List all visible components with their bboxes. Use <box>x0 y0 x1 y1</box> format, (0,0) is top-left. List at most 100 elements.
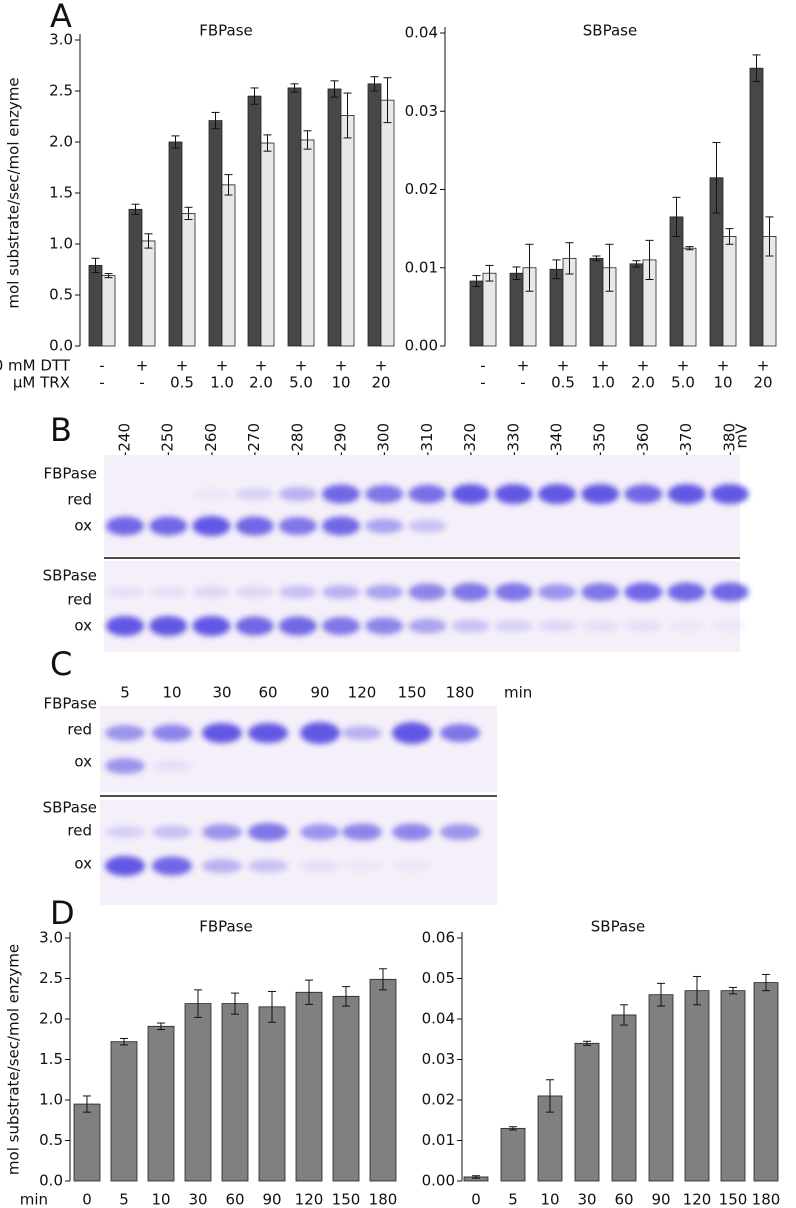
x-tick-label: 0 <box>82 1191 92 1208</box>
x-tick-label: + <box>597 357 610 375</box>
lane-label: 150 <box>398 684 427 702</box>
gel-band <box>494 620 533 632</box>
y-tick-label: 2.0 <box>39 1010 63 1028</box>
error-bar <box>250 87 259 105</box>
gel-band <box>192 586 231 598</box>
lane-label: 120 <box>348 684 377 702</box>
bar <box>141 240 156 347</box>
gel-band <box>365 584 404 600</box>
gel-band <box>152 825 192 839</box>
lane-label: -330 <box>504 423 522 457</box>
x-tick-label: 90 <box>651 1191 670 1208</box>
x-tick-label: - <box>480 374 485 392</box>
gel-band <box>322 484 360 504</box>
x-tick-label: 0.5 <box>551 374 575 392</box>
y-tick-label: 3.0 <box>49 31 73 49</box>
y-tick-label: 0.05 <box>422 969 455 987</box>
lane-label: -380 <box>720 423 738 457</box>
error-bar <box>645 239 654 280</box>
band-label: red <box>67 721 92 739</box>
gel-band <box>248 723 288 743</box>
y-tick-label: 0.0 <box>39 1172 63 1190</box>
y-tick-label: 1.5 <box>49 184 73 202</box>
bar <box>509 272 524 347</box>
x-tick-label: 5 <box>119 1191 129 1208</box>
error-bar <box>729 986 737 995</box>
x-tick-label: 60 <box>614 1191 633 1208</box>
error-bar <box>120 1037 128 1046</box>
x-tick-label: + <box>557 357 570 375</box>
x-tick-label: 10 <box>540 1191 559 1208</box>
gel-band <box>235 616 274 636</box>
y-tick-label: 2.0 <box>49 133 73 151</box>
error-bar <box>263 134 272 152</box>
gel-band <box>278 517 317 535</box>
error-bar <box>712 142 721 214</box>
gel-band <box>710 620 749 632</box>
unit-label: min <box>504 684 532 702</box>
gel-band <box>667 620 706 632</box>
x-tick-label: 30 <box>188 1191 207 1208</box>
lane-label: -320 <box>461 423 479 457</box>
band-label: ox <box>74 617 92 635</box>
blot-name: SBPase <box>43 567 97 585</box>
gel-band <box>278 487 317 501</box>
gel-band <box>581 583 620 601</box>
bar <box>380 99 395 347</box>
bar <box>684 990 710 1182</box>
y-tick-label: 0.02 <box>422 1091 455 1109</box>
error-bar <box>194 989 202 1018</box>
x-tick-label: 5.0 <box>671 374 695 392</box>
error-bar <box>303 130 312 150</box>
error-bar <box>83 1095 91 1113</box>
x-tick-label: 120 <box>683 1191 712 1208</box>
error-bar <box>144 233 153 249</box>
error-bar <box>546 1079 554 1113</box>
bar <box>648 994 674 1182</box>
y-tick-label: 1.5 <box>39 1050 63 1068</box>
x-tick-label: + <box>677 357 690 375</box>
bar <box>549 268 564 347</box>
error-bar <box>343 92 352 139</box>
error-bar <box>583 1040 591 1046</box>
blot-name: FBPase <box>43 465 97 483</box>
gel-band <box>235 516 274 536</box>
error-bar <box>592 255 601 262</box>
gel-band <box>202 824 242 840</box>
x-axis-label: min <box>20 1191 48 1208</box>
x-tick-label: + <box>216 357 229 375</box>
bar <box>340 115 355 347</box>
y-tick-label: 0.06 <box>422 929 455 947</box>
gel-band <box>392 860 432 872</box>
gel-band <box>667 582 706 602</box>
y-tick-label: 3.0 <box>39 929 63 947</box>
lane-label: -350 <box>591 423 609 457</box>
gel-band <box>106 616 144 636</box>
gel-band <box>451 484 490 504</box>
gel-band <box>106 586 144 598</box>
x-row-label: µM TRX <box>13 374 70 392</box>
x-tick-label: 0 <box>471 1191 481 1208</box>
gel-band <box>300 860 340 872</box>
gel-band <box>152 856 192 876</box>
error-bar <box>91 257 100 274</box>
gel-band <box>440 724 480 742</box>
gel-band <box>365 518 404 534</box>
bar <box>682 247 697 347</box>
error-bar <box>342 986 350 1007</box>
error-bar <box>525 243 534 292</box>
lane-label: -360 <box>634 423 652 457</box>
error-bar <box>762 973 770 992</box>
gel-band <box>408 618 447 634</box>
bar <box>753 982 779 1182</box>
error-bar <box>509 1126 517 1131</box>
x-tick-label: - <box>520 374 525 392</box>
bar <box>722 236 737 347</box>
gel-band <box>192 516 231 536</box>
bar <box>221 1003 249 1182</box>
gel-band <box>322 585 360 599</box>
lane-label: -250 <box>159 423 177 457</box>
band-label: red <box>67 591 92 609</box>
x-tick-label: + <box>717 357 730 375</box>
bar <box>720 990 746 1182</box>
